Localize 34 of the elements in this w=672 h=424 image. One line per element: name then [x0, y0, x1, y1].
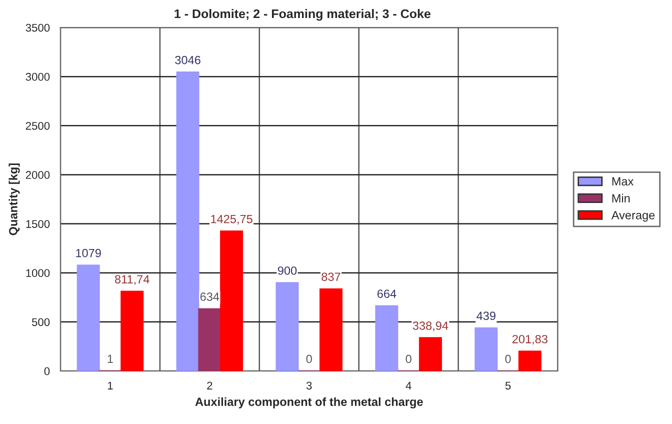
- data-label: 1079: [76, 248, 101, 258]
- data-label: 634: [200, 292, 220, 301]
- x-tick-label: 1: [108, 382, 113, 390]
- y-tick-label: 3500: [26, 24, 50, 32]
- x-tick-label: 4: [406, 382, 412, 390]
- legend-label: Max: [612, 177, 634, 186]
- y-tick-label: 1500: [26, 220, 50, 228]
- data-label: 0: [306, 354, 312, 364]
- legend-label: Average: [611, 211, 655, 222]
- x-tick-label: 3: [306, 382, 312, 390]
- data-label: 0: [406, 354, 412, 364]
- data-label: 338,94: [412, 321, 448, 332]
- data-label: 811,74: [114, 275, 150, 285]
- data-label: 3046: [175, 56, 200, 64]
- data-label: 664: [377, 290, 396, 298]
- y-axis-title: Quantity [kg]: [8, 164, 20, 236]
- legend-label: Min: [612, 194, 630, 202]
- data-label: 1425,75: [211, 214, 252, 225]
- data-label: 0: [505, 354, 511, 364]
- y-tick-label: 500: [32, 318, 50, 326]
- y-tick-label: 2500: [26, 122, 50, 130]
- data-label: 201,83: [512, 334, 548, 345]
- y-tick-label: 3000: [26, 72, 50, 81]
- data-label: 837: [322, 272, 340, 281]
- x-tick-label: 2: [207, 382, 212, 390]
- y-tick-label: 2000: [26, 171, 50, 179]
- y-tick-label: 0: [44, 367, 50, 376]
- x-tick-label: 5: [505, 382, 511, 390]
- x-axis-title: Auxiliary component of the metal charge: [195, 397, 423, 408]
- data-label: 900: [278, 266, 297, 275]
- data-label: 1: [108, 354, 113, 363]
- data-label: 439: [476, 312, 496, 320]
- chart-subtitle: 1 - Dolomite; 2 - Foaming material; 3 - Coke: [174, 8, 430, 21]
- y-tick-label: 1000: [26, 269, 50, 278]
